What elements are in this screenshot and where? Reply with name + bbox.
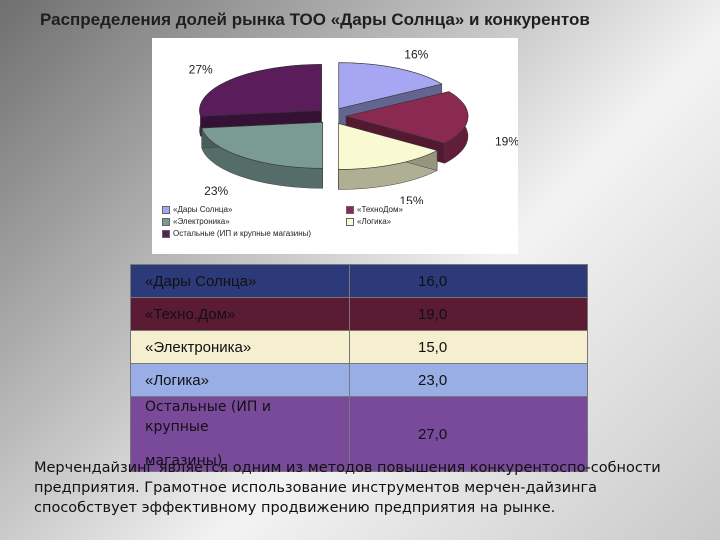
legend-entry: «Электроника» (162, 216, 230, 227)
pie-slice (199, 64, 322, 117)
pie-slice (338, 62, 443, 110)
pie-data-label: 16% (404, 48, 428, 62)
pie-slice (201, 121, 324, 169)
legend-label: «Дары Солнца» (173, 205, 233, 214)
row-value-logika: 23,0 (349, 363, 588, 397)
pie-data-label: 15% (399, 194, 423, 204)
legend-entry: «ТехноДом» (346, 204, 403, 215)
body-paragraph: Мерчендайзинг является одним из методов … (34, 460, 661, 516)
legend-label: Остальные (ИП и крупные магазины) (173, 229, 312, 238)
legend-swatch (346, 217, 354, 226)
legend-swatch (162, 205, 170, 214)
row-label-dary-solntsa: «Дары Солнца» (130, 264, 350, 298)
legend-label: «Логика» (357, 217, 392, 226)
legend-entry: «Дары Солнца» (162, 204, 232, 215)
row-value-dary-solntsa: 16,0 (349, 264, 588, 298)
legend-entry: Остальные (ИП и крупные магазины) (162, 228, 311, 239)
row-label-tekhnodom: «Техно.Дом» (130, 297, 350, 331)
legend-entry: «Логика» (346, 216, 391, 227)
slide-title: Распределения долей рынка ТОО «Дары Солн… (40, 10, 590, 29)
legend-swatch (162, 229, 170, 238)
row-label-other: Остальные (ИП и крупные магазины) (130, 396, 350, 472)
legend-swatch (162, 217, 170, 226)
pie-chart-svg: 16% 19% 15% 23% 27% (189, 48, 518, 204)
row-label-other-line1: Остальные (ИП и крупные (145, 399, 271, 435)
row-value-elektronika: 15,0 (349, 330, 588, 364)
legend-swatch (346, 205, 354, 214)
pie-slice (345, 91, 469, 144)
pie-slice (338, 123, 438, 170)
row-value-other: 27,0 (349, 396, 588, 472)
legend-label: «ТехноДом» (357, 205, 403, 214)
table-row: «Дары Солнца» 16,0 (130, 264, 588, 298)
pie-data-label: 27% (189, 62, 213, 76)
table-row: Остальные (ИП и крупные магазины) 27,0 (130, 396, 588, 472)
table-row: «Логика» 23,0 (130, 363, 588, 397)
legend-label: «Электроника» (173, 217, 230, 226)
row-label-elektronika: «Электроника» (130, 330, 350, 364)
pie-data-label: 23% (204, 184, 228, 198)
market-share-table: «Дары Солнца» 16,0 «Техно.Дом» 19,0 «Эле… (130, 264, 588, 472)
table-row: «Техно.Дом» 19,0 (130, 297, 588, 331)
row-label-logika: «Логика» (130, 363, 350, 397)
pie-data-label: 19% (495, 134, 518, 148)
row-value-tekhnodom: 19,0 (349, 297, 588, 331)
row-label-other-line2: магазины) (145, 453, 223, 469)
pie-chart: 16% 19% 15% 23% 27% «Дары Солнца» «ТехноДом» «… (152, 38, 518, 254)
table-row: «Электроника» 15,0 (130, 330, 588, 364)
